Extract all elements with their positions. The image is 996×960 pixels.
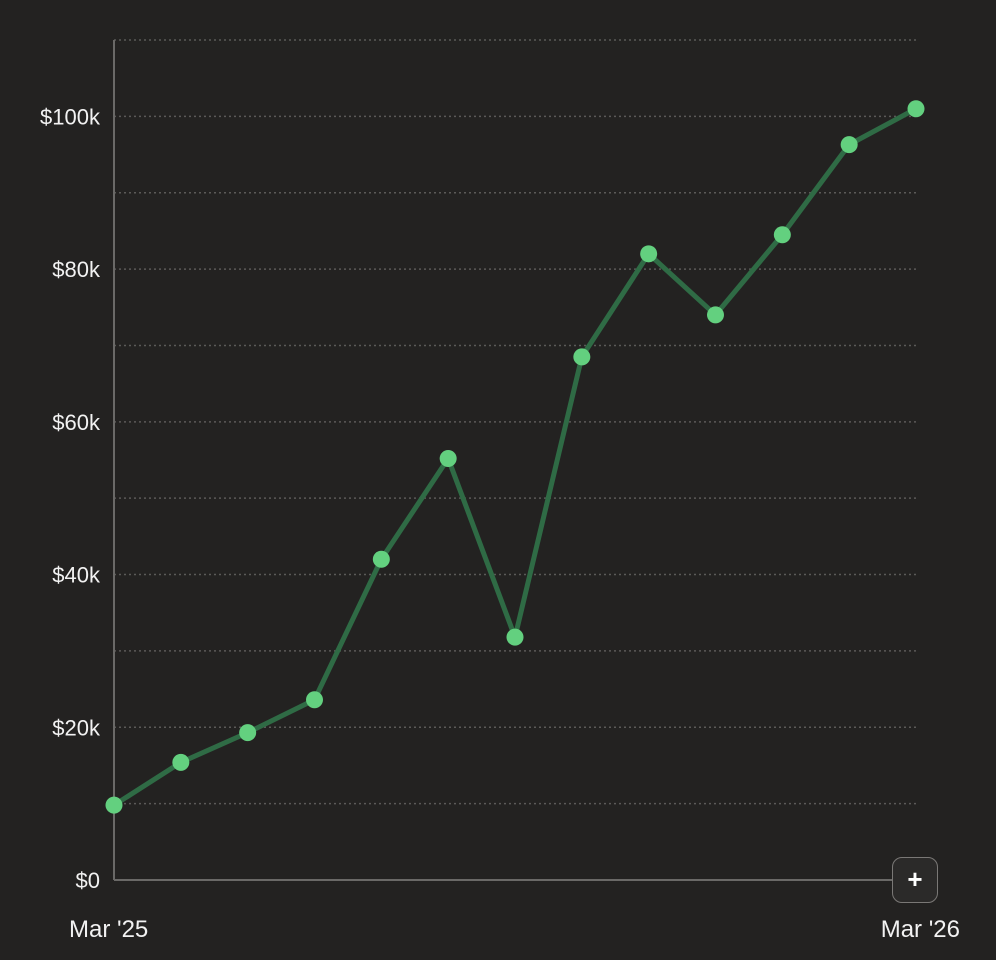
- data-point[interactable]: [506, 628, 524, 646]
- grid-lines: [114, 39, 916, 805]
- x-tick-label: Mar '26: [881, 916, 960, 943]
- data-point[interactable]: [907, 100, 925, 118]
- y-tick-label: $20k: [52, 715, 101, 740]
- data-point[interactable]: [840, 136, 858, 154]
- data-point[interactable]: [707, 306, 724, 324]
- data-point[interactable]: [439, 449, 457, 467]
- y-tick-label: $40k: [52, 563, 101, 588]
- y-axis-tick-labels: $0 $20k $40k $60k $80k $100k: [40, 104, 101, 893]
- x-tick-label: Mar '25: [69, 916, 148, 943]
- axes: [113, 40, 916, 881]
- y-tick-label: $100k: [40, 104, 101, 129]
- data-point[interactable]: [372, 550, 390, 568]
- y-tick-label: $0: [76, 868, 100, 893]
- data-point[interactable]: [773, 226, 791, 244]
- y-tick-label: $60k: [52, 410, 101, 435]
- x-axis-tick-labels: Mar '25 Mar '26: [69, 916, 960, 943]
- data-point[interactable]: [239, 724, 257, 742]
- plus-icon: +: [907, 864, 923, 894]
- data-point[interactable]: [640, 245, 658, 263]
- series-line: [111, 106, 919, 808]
- series-line: [111, 106, 919, 808]
- data-point[interactable]: [172, 753, 190, 771]
- data-point[interactable]: [573, 348, 591, 366]
- data-point[interactable]: [306, 691, 323, 709]
- y-tick-label: $80k: [52, 257, 101, 282]
- series-points: [105, 100, 925, 814]
- data-point[interactable]: [105, 796, 123, 814]
- add-button[interactable]: +: [892, 857, 938, 903]
